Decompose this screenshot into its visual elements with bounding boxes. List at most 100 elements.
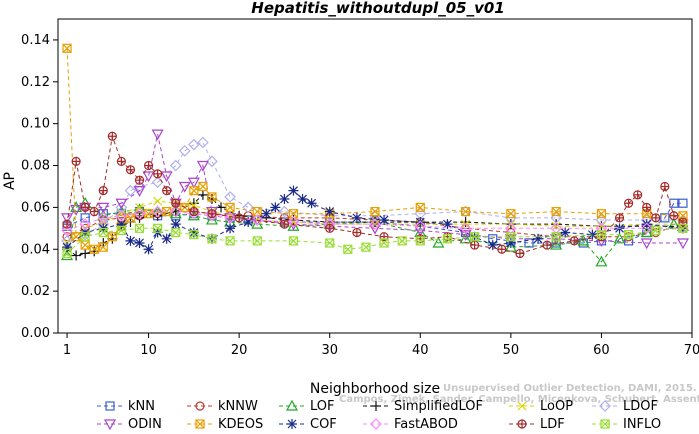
point-marker-cross — [98, 242, 108, 252]
x-tick-label: 50 — [503, 343, 520, 358]
series-line-cof — [66, 190, 683, 251]
point-marker — [195, 401, 205, 411]
x-tick-label: 20 — [231, 343, 248, 358]
point-marker-cross — [153, 169, 162, 178]
point-marker — [205, 206, 218, 218]
point-marker — [79, 218, 92, 230]
point-marker — [70, 204, 83, 216]
legend-label: FastABOD — [394, 417, 458, 432]
legend-item-ldf: LDF — [509, 417, 565, 432]
point-marker-cross — [225, 236, 235, 246]
point-marker — [640, 222, 653, 235]
point-marker-cross — [343, 244, 353, 254]
point-marker — [142, 171, 155, 183]
point-marker — [107, 232, 117, 242]
point-marker — [442, 219, 453, 230]
point-marker — [261, 208, 272, 219]
point-marker — [287, 216, 300, 228]
point-marker — [351, 212, 362, 223]
point-marker — [178, 145, 191, 157]
point-marker-cross — [189, 230, 199, 240]
legend-label: LOF — [310, 399, 335, 414]
point-marker — [188, 227, 199, 238]
legend-item-lof: LOF — [279, 399, 335, 414]
point-marker — [206, 155, 218, 168]
point-marker-cross — [98, 228, 108, 237]
legend-label: SimplifiedLOF — [394, 399, 483, 414]
point-marker — [98, 242, 108, 252]
point-marker-cross — [660, 182, 669, 191]
series-line-simplifiedlof — [66, 194, 683, 257]
point-marker — [306, 198, 317, 209]
point-marker — [287, 419, 297, 429]
point-marker-cross — [108, 132, 117, 141]
legend-label: LoOP — [540, 399, 573, 414]
point-marker — [116, 209, 126, 219]
series-line-lof — [66, 202, 684, 263]
point-marker-cross — [497, 245, 506, 254]
series-line-fastabod — [66, 211, 683, 231]
legend-label: COF — [310, 417, 337, 432]
point-marker-cross — [171, 199, 180, 208]
point-marker — [623, 236, 634, 246]
point-marker — [343, 244, 353, 254]
point-marker-cross — [361, 242, 371, 252]
point-marker-cross — [543, 241, 552, 250]
point-marker-cross — [62, 43, 72, 53]
point-marker — [397, 236, 407, 246]
point-marker-cross — [597, 209, 606, 219]
point-marker-cross — [153, 223, 163, 233]
series-line-kdeos — [66, 48, 683, 250]
point-marker — [595, 255, 608, 267]
point-marker — [169, 205, 182, 218]
point-marker-cross — [144, 209, 153, 219]
y-tick-label: 0.08 — [21, 159, 50, 174]
point-marker — [207, 192, 217, 202]
point-marker-cross — [370, 207, 380, 217]
y-tick-label: 0.04 — [21, 242, 50, 257]
point-marker-cross — [80, 232, 90, 242]
point-marker — [171, 227, 181, 238]
point-marker — [379, 214, 390, 225]
point-marker-cross — [633, 190, 642, 199]
point-marker-cross — [135, 176, 144, 185]
point-marker — [153, 196, 163, 206]
point-marker — [506, 209, 516, 219]
point-marker-cross — [62, 249, 72, 258]
chart-title: Hepatitis_withoutdupl_05_v01 — [251, 0, 504, 17]
point-marker — [551, 221, 561, 231]
point-marker-cross — [597, 230, 606, 240]
point-marker-cross — [352, 228, 361, 237]
point-marker — [169, 159, 182, 172]
point-marker — [143, 244, 154, 255]
point-marker-cross — [642, 203, 651, 212]
point-marker — [205, 213, 218, 225]
point-marker — [640, 238, 653, 250]
watermark-line-2: Campos, Zimek, Sander, Campello, Micenko… — [339, 394, 699, 405]
legend-item-knn: kNN — [97, 399, 155, 414]
point-marker — [414, 220, 427, 233]
y-axis-label: AP — [2, 172, 18, 190]
point-marker-cross — [198, 182, 208, 191]
point-marker-cross — [325, 224, 334, 233]
point-marker — [188, 138, 200, 151]
point-marker — [98, 227, 108, 238]
point-marker — [596, 230, 607, 240]
point-marker — [506, 232, 516, 242]
point-marker — [125, 213, 136, 223]
point-marker-cross — [207, 234, 217, 244]
point-marker — [116, 219, 127, 230]
point-marker-cross — [289, 209, 298, 219]
point-marker — [596, 209, 607, 219]
point-marker — [188, 198, 199, 209]
point-marker-cross — [443, 234, 452, 244]
point-marker — [595, 214, 608, 226]
point-marker — [206, 194, 217, 205]
point-marker-cross — [189, 186, 199, 196]
x-tick-label: 40 — [412, 343, 429, 358]
point-marker-cross — [235, 213, 244, 222]
point-marker — [70, 201, 83, 212]
point-marker — [107, 233, 118, 244]
point-marker — [504, 240, 517, 252]
